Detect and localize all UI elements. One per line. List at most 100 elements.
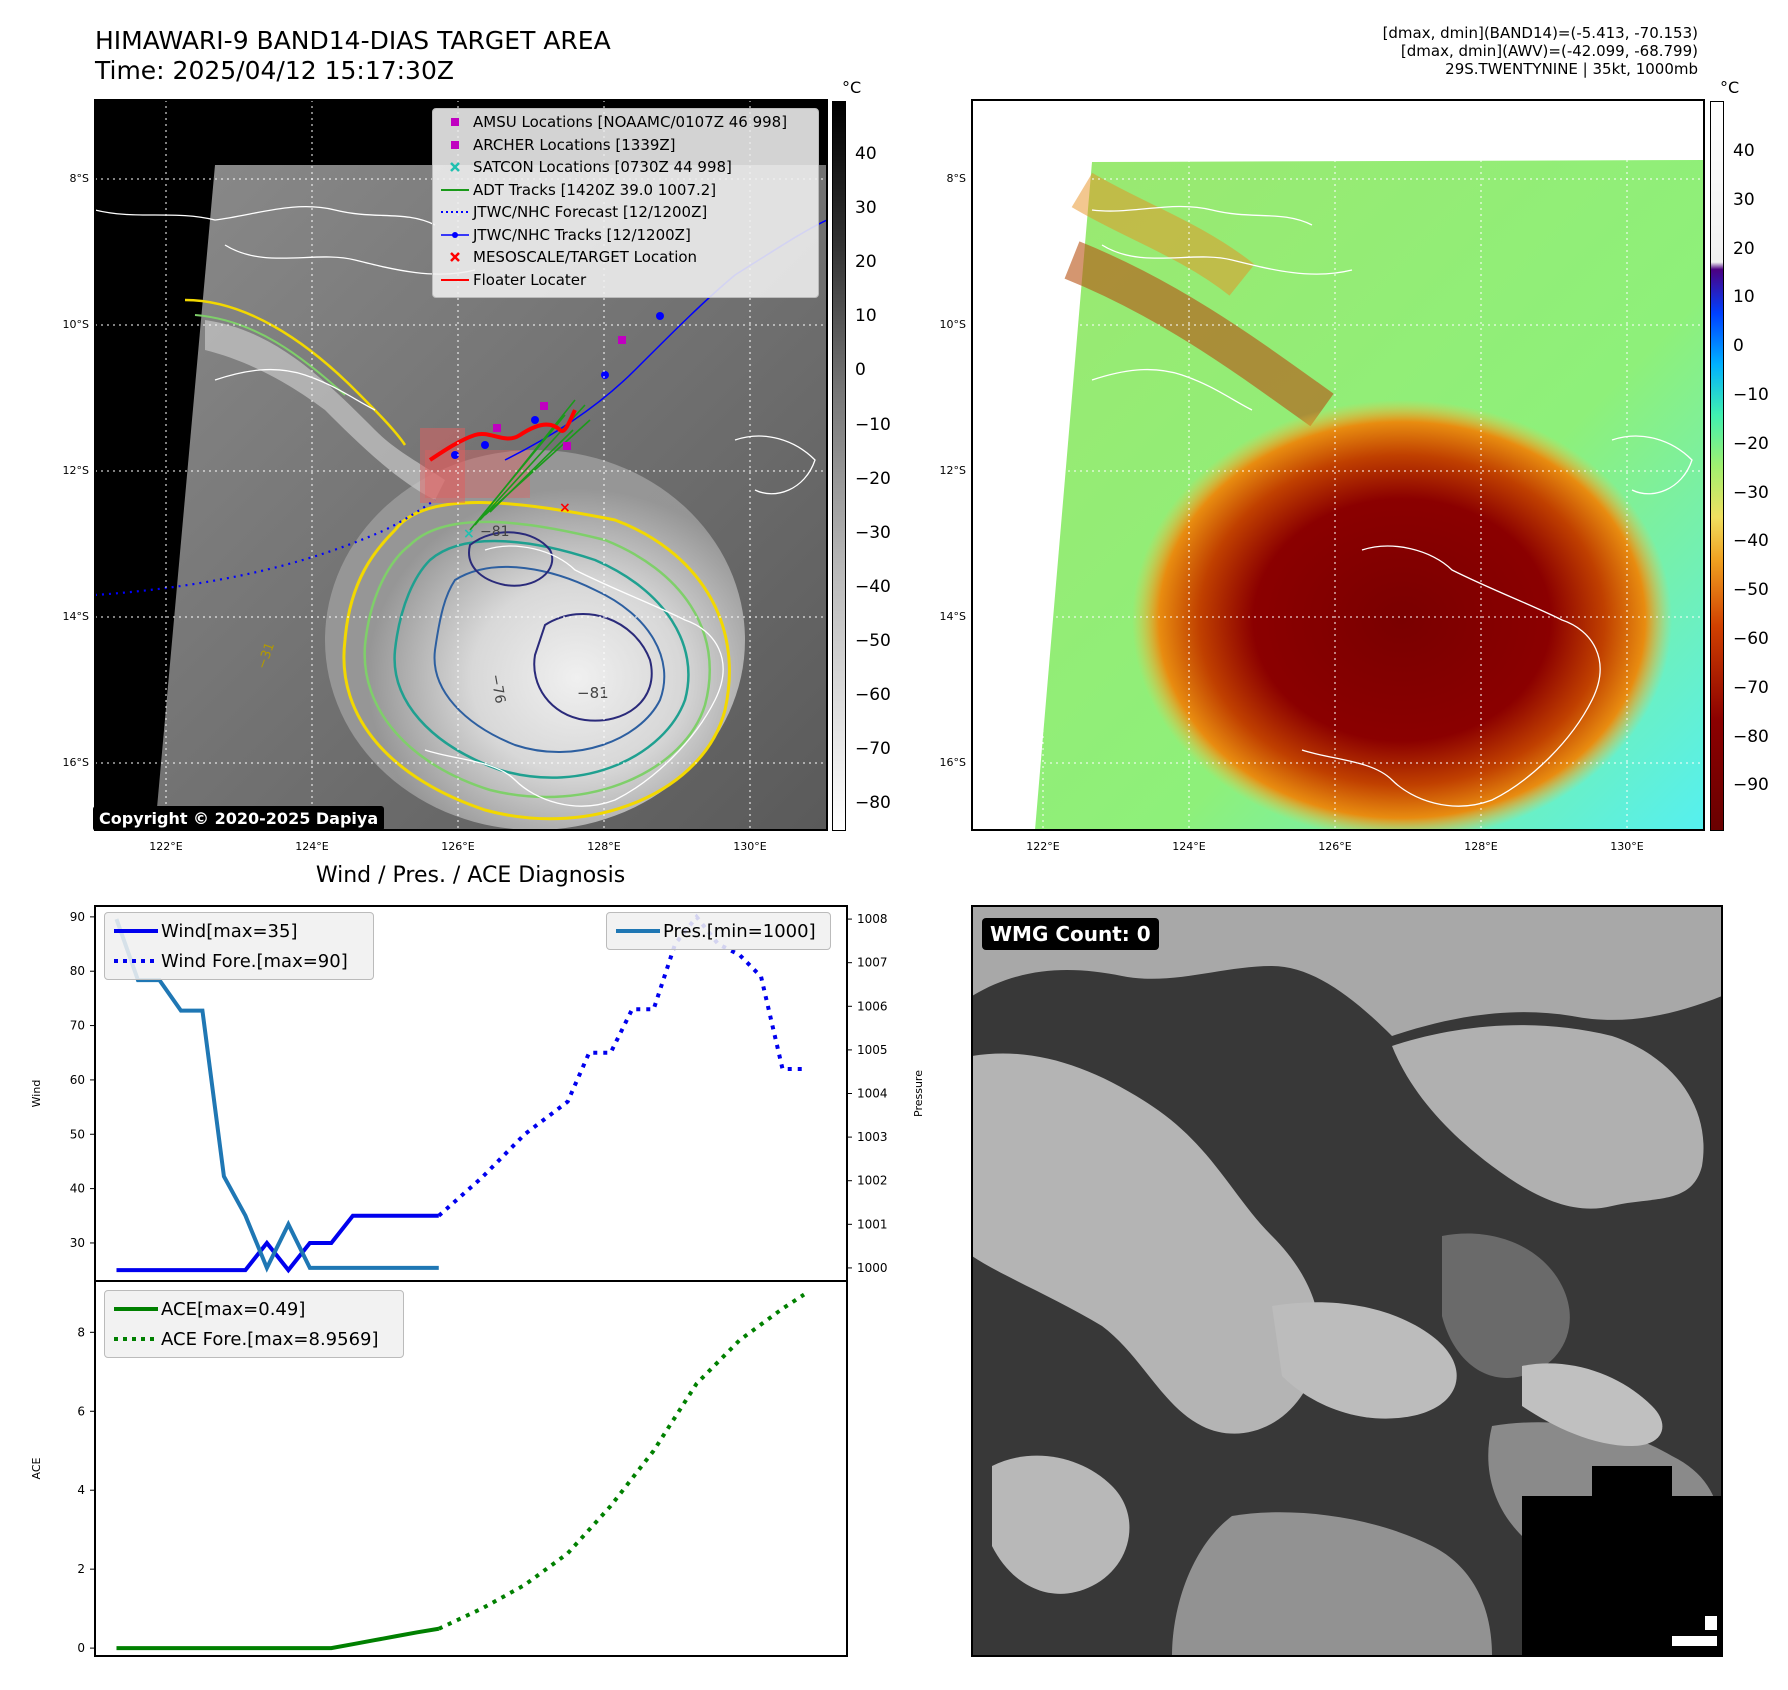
map-legend-item: JTWC/NHC Forecast [12/1200Z] bbox=[437, 201, 814, 224]
colorbar-tick-label: −60 bbox=[855, 685, 891, 705]
wind-legend: Wind[max=35] Wind Fore.[max=90] bbox=[104, 912, 374, 980]
info-line-2: [dmax, dmin](AWV)=(-42.099, -68.799) bbox=[1400, 42, 1698, 60]
y-tick-label: 50 bbox=[70, 1127, 85, 1141]
wind-legend-swatch bbox=[111, 927, 161, 935]
wmg-region bbox=[1442, 1233, 1570, 1378]
coastline-timor bbox=[95, 205, 436, 226]
series-line bbox=[114, 918, 439, 1273]
contour-band bbox=[184, 298, 407, 446]
ace-legend-swatch bbox=[111, 1305, 161, 1313]
y-tick-label: 70 bbox=[70, 1019, 85, 1033]
awv-coastlines bbox=[1091, 205, 1693, 807]
map-legend-marker bbox=[437, 185, 473, 195]
contours bbox=[184, 298, 731, 821]
lon-label: 124°E bbox=[1172, 840, 1206, 853]
title-line-2: Time: 2025/04/12 15:17:30Z bbox=[95, 56, 454, 85]
colorbar-tick-label: −40 bbox=[855, 576, 891, 597]
chart-frame bbox=[94, 1280, 848, 1657]
map-legend-marker bbox=[437, 252, 473, 263]
map-legend-label: JTWC/NHC Tracks [12/1200Z] bbox=[473, 225, 691, 244]
colorbar-tick-label: 40 bbox=[855, 144, 877, 164]
map-legend-marker bbox=[437, 207, 473, 217]
awv-coastline bbox=[1301, 545, 1601, 807]
colorbar-left bbox=[832, 101, 846, 831]
contour-label-1: −81 bbox=[480, 524, 510, 540]
y-tick-label: 80 bbox=[70, 964, 85, 978]
jtwc-point bbox=[451, 451, 459, 459]
lon-label: 126°E bbox=[1318, 840, 1352, 853]
y2-tick-label: 1006 bbox=[857, 999, 888, 1013]
y2-tick-label: 1007 bbox=[857, 956, 888, 970]
ace-fore-legend-label: ACE Fore.[max=8.9569] bbox=[161, 1328, 379, 1350]
mesoscale-marker: × bbox=[559, 500, 571, 516]
map-legend-label: ARCHER Locations [1339Z] bbox=[473, 135, 676, 154]
map-legend-marker bbox=[437, 140, 473, 150]
colorbar-tick-label: −50 bbox=[855, 630, 891, 651]
colorbar-tick-label: 20 bbox=[1733, 238, 1755, 259]
coastline-australia bbox=[424, 545, 724, 807]
colorbar-tick-label: −20 bbox=[1733, 433, 1769, 454]
y2-tick-label: 1008 bbox=[857, 912, 888, 926]
lon-label: 122°E bbox=[149, 840, 183, 853]
y2-tick-label: 1000 bbox=[857, 1261, 888, 1275]
lat-label: 10°S bbox=[939, 318, 966, 331]
wind-pressure-chart: 30 40 50 60 70 80 90 1000 1001 1002 1003 1004 1005 10… bbox=[30, 905, 925, 1282]
wmg-region bbox=[972, 1053, 1320, 1434]
lon-label: 126°E bbox=[441, 840, 475, 853]
colorbar-tick-label: −30 bbox=[1733, 482, 1769, 503]
wmg-panel bbox=[972, 906, 1722, 1656]
colorbar-tick-label: 40 bbox=[1733, 141, 1755, 161]
ace-chart: 0 2 4 6 8 ACE bbox=[30, 1280, 848, 1657]
lat-label: 12°S bbox=[939, 464, 966, 477]
colorbar-tick-label: 20 bbox=[855, 252, 877, 273]
contour-81-north bbox=[468, 531, 554, 587]
y2-tick-label: 1004 bbox=[857, 1087, 888, 1101]
wmg-region bbox=[1172, 1512, 1492, 1656]
jtwc-forecast-track bbox=[95, 499, 436, 597]
lon-label: 130°E bbox=[1610, 840, 1644, 853]
map-legend-marker bbox=[437, 230, 473, 240]
ace-fore-legend-item: ACE Fore.[max=8.9569] bbox=[111, 1324, 397, 1354]
colorbar-tick-label: 0 bbox=[855, 360, 866, 381]
colorbar-tick-label: −50 bbox=[1733, 580, 1769, 601]
contour-50 bbox=[363, 520, 711, 799]
contour-81 bbox=[533, 613, 653, 722]
colorbar-tick-label: −70 bbox=[1733, 677, 1769, 698]
map-legend-marker bbox=[437, 162, 473, 173]
wmg-region bbox=[992, 1455, 1130, 1594]
map-legend-item: ARCHER Locations [1339Z] bbox=[437, 134, 814, 157]
wind-fore-legend-item: Wind Fore.[max=90] bbox=[111, 946, 367, 976]
y2-axis-label: Pressure bbox=[912, 1070, 925, 1117]
y-tick-label: 90 bbox=[70, 910, 85, 924]
storm-info: [dmax, dmin](BAND14)=(-5.413, -70.153) [… bbox=[1178, 24, 1698, 78]
awv-grid bbox=[972, 100, 1704, 830]
chart-title: HIMAWARI-9 BAND14-DIAS TARGET AREA Time:… bbox=[95, 26, 611, 86]
wind-fore-legend-label: Wind Fore.[max=90] bbox=[161, 950, 348, 972]
map-legend-rows: AMSU Locations [NOAAMC/0107Z 46 998] ARCH… bbox=[437, 111, 814, 291]
y-tick-label: 2 bbox=[77, 1562, 85, 1576]
colorbar-tick-label: −40 bbox=[1733, 531, 1769, 552]
ir-map-frame bbox=[94, 99, 828, 831]
contour-band-inner bbox=[194, 314, 346, 396]
y-tick-label: 40 bbox=[70, 1182, 85, 1196]
colorbar-tick-label: −80 bbox=[1733, 726, 1769, 747]
info-line-3: 29S.TWENTYNINE | 35kt, 1000mb bbox=[1445, 60, 1698, 78]
y-tick-label: 8 bbox=[77, 1325, 85, 1339]
jtwc-track-points bbox=[451, 312, 664, 459]
pressure-legend: Pres.[min=1000] bbox=[606, 912, 831, 950]
colorbar-tick-label: 0 bbox=[1733, 336, 1744, 357]
contour-label-3: −81 bbox=[577, 684, 609, 702]
lat-label: 16°S bbox=[62, 756, 89, 769]
diag-title: Wind / Pres. / ACE Diagnosis bbox=[315, 863, 626, 888]
map-legend-marker bbox=[437, 275, 473, 285]
lat-label: 16°S bbox=[939, 756, 966, 769]
lat-label: 12°S bbox=[62, 464, 89, 477]
series-line bbox=[116, 1626, 440, 1651]
diag-charts: 3040506070809010001001100210031004100510… bbox=[30, 905, 925, 1657]
lon-label: 130°E bbox=[733, 840, 767, 853]
pressure-legend-item: Pres.[min=1000] bbox=[613, 916, 824, 946]
jtwc-point bbox=[531, 416, 539, 424]
map-legend-label: MESOSCALE/TARGET Location bbox=[473, 248, 698, 267]
map-legend-label: SATCON Locations [0730Z 44 998] bbox=[473, 158, 732, 177]
y-tick-label: 0 bbox=[77, 1641, 85, 1655]
